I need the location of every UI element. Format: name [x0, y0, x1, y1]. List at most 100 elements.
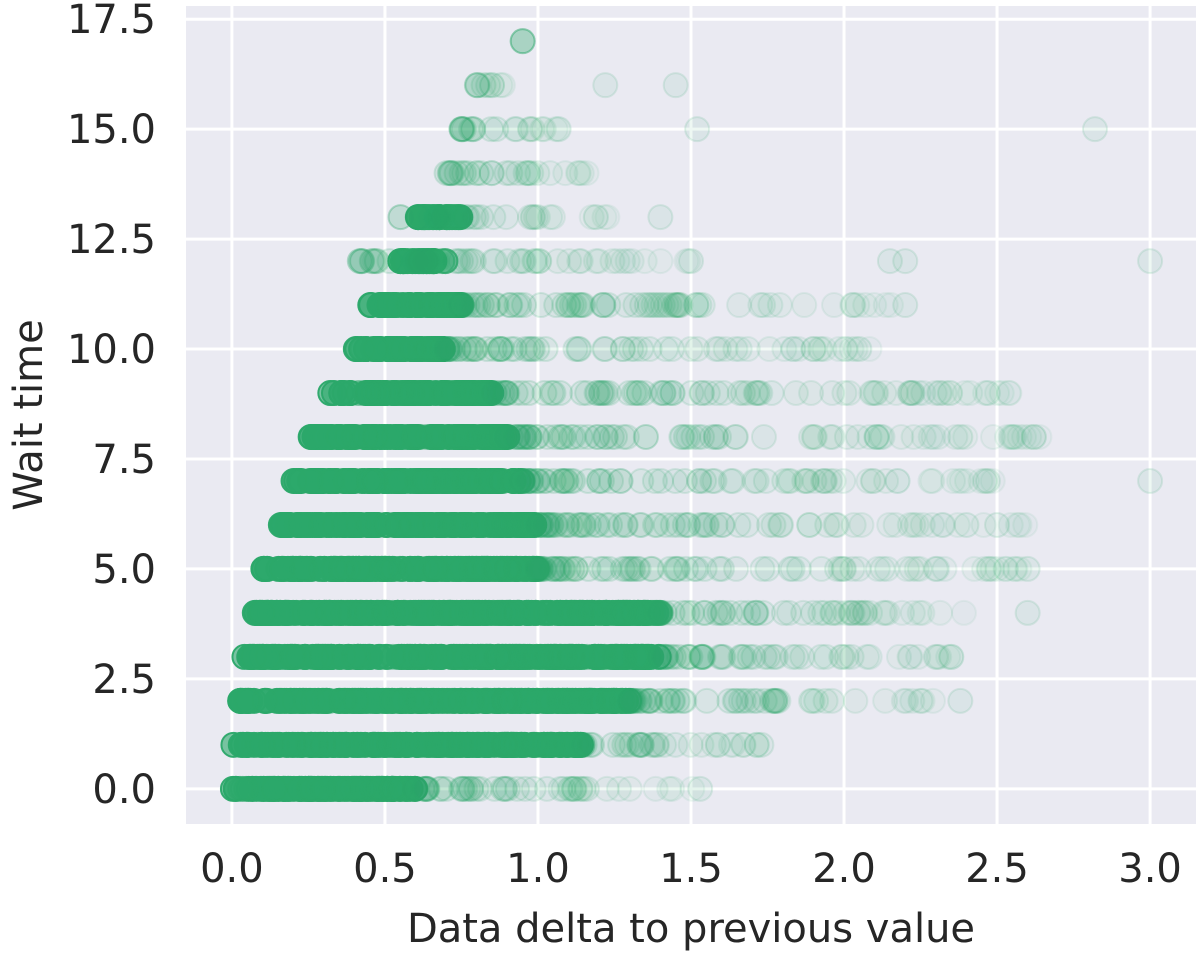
scatter-point [401, 423, 428, 450]
scatter-point [874, 555, 901, 582]
scatter-point [489, 775, 516, 802]
scatter-point [909, 511, 936, 538]
scatter-point [620, 687, 647, 714]
scatter-point [653, 292, 680, 319]
scatter-point [455, 775, 482, 802]
scatter-point [656, 775, 683, 802]
scatter-point [457, 731, 484, 758]
scatter-point [635, 687, 662, 714]
scatter-point [636, 687, 663, 714]
scatter-point [796, 511, 823, 538]
scatter-point [553, 731, 580, 758]
scatter-point [686, 292, 713, 319]
scatter-point [248, 599, 275, 626]
scatter-point [625, 687, 652, 714]
scatter-point [910, 423, 937, 450]
scatter-point [950, 599, 977, 626]
scatter-point [285, 643, 312, 670]
scatter-point [620, 687, 647, 714]
x-tick-label: 3.0 [1118, 846, 1182, 892]
scatter-point [687, 775, 714, 802]
scatter-point [647, 687, 674, 714]
scatter-point [448, 687, 475, 714]
scatter-point [573, 775, 600, 802]
scatter-point [592, 72, 619, 99]
scatter-point [602, 423, 629, 450]
scatter-point [323, 599, 350, 626]
scatter-point [618, 731, 645, 758]
scatter-point [510, 423, 537, 450]
scatter-point [812, 687, 839, 714]
scatter-point [706, 599, 733, 626]
scatter-point [705, 336, 732, 363]
scatter-point [379, 643, 406, 670]
scatter-point [297, 599, 324, 626]
y-tick-label: 0.0 [92, 767, 156, 813]
scatter-point [412, 775, 439, 802]
scatter-point [606, 775, 633, 802]
scatter-point [504, 599, 531, 626]
scatter-point [408, 643, 435, 670]
y-tick-label: 10.0 [67, 327, 156, 373]
scatter-point [433, 775, 460, 802]
scatter-point [771, 336, 798, 363]
scatter-point [387, 687, 414, 714]
scatter-point [638, 731, 665, 758]
scatter-point [761, 687, 788, 714]
scatter-point [553, 511, 580, 538]
scatter-point [650, 731, 677, 758]
scatter-point [287, 511, 314, 538]
scatter-point [974, 467, 1001, 494]
scatter-point [567, 775, 594, 802]
scatter-point [677, 336, 704, 363]
scatter-point [599, 731, 626, 758]
scatter-point [745, 380, 772, 407]
scatter-point [846, 336, 873, 363]
scatter-point [352, 775, 379, 802]
scatter-point [455, 687, 482, 714]
scatter-point [803, 687, 830, 714]
scatter-point [672, 423, 699, 450]
scatter-point [840, 511, 867, 538]
x-tick-label: 2.5 [965, 846, 1029, 892]
scatter-point [359, 248, 386, 275]
scatter-point [413, 775, 440, 802]
scatter-point [234, 687, 261, 714]
scatter-point [662, 72, 689, 99]
scatter-point [352, 423, 379, 450]
scatter-point [799, 687, 826, 714]
scatter-point [1137, 248, 1164, 275]
scatter-point [859, 467, 886, 494]
scatter-point [1014, 555, 1041, 582]
scatter-point [743, 467, 770, 494]
scatter-point [281, 687, 308, 714]
scatter-point [484, 511, 511, 538]
scatter-point [522, 731, 549, 758]
scatter-point [677, 731, 704, 758]
scatter-point [897, 643, 924, 670]
scatter-point [490, 731, 517, 758]
scatter-point [922, 555, 949, 582]
scatter-point [447, 775, 474, 802]
x-tick-label: 1.5 [659, 846, 723, 892]
scatter-point [953, 511, 980, 538]
scatter-point [671, 467, 698, 494]
scatter-point [494, 775, 521, 802]
scatter-point [649, 643, 676, 670]
scatter-point [409, 731, 436, 758]
scatter-point [919, 467, 946, 494]
scatter-point [609, 687, 636, 714]
scatter-point [567, 248, 594, 275]
scatter-point [708, 555, 735, 582]
scatter-point [793, 467, 820, 494]
scatter-point [570, 775, 597, 802]
scatter-point [690, 643, 717, 670]
scatter-point [309, 687, 336, 714]
scatter-point [743, 731, 770, 758]
scatter-point [678, 248, 704, 275]
scatter-point [593, 775, 620, 802]
scatter-point [669, 687, 696, 714]
scatter-point [591, 336, 618, 363]
scatter-point [654, 687, 681, 714]
